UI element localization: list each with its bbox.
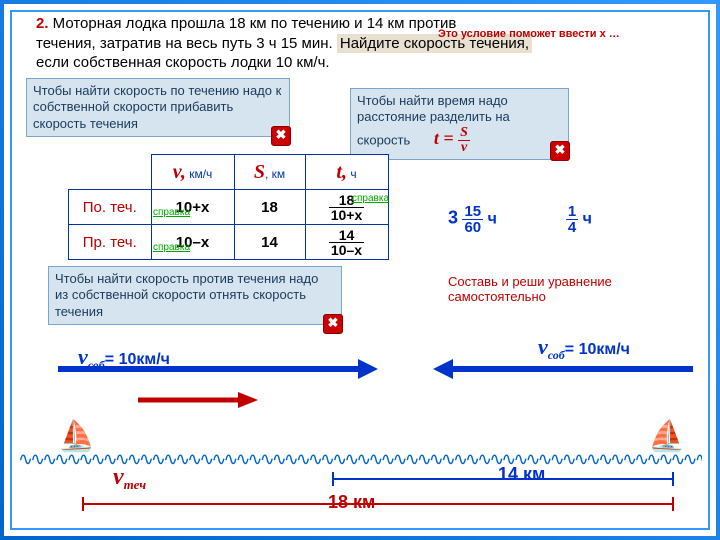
tc-f2d: 4 bbox=[566, 220, 578, 235]
problem-line1: Моторная лодка прошла 18 км по течению и… bbox=[49, 15, 457, 32]
close-icon[interactable]: ✖ bbox=[550, 141, 570, 161]
col-t-unit: ч bbox=[347, 167, 357, 181]
tc-f2n: 1 bbox=[566, 204, 578, 220]
v-tech-label: vтеч bbox=[113, 464, 146, 493]
hint-downstream-text: Чтобы найти скорость по течению надо к с… bbox=[33, 83, 281, 131]
tc-f1n: 15 bbox=[462, 204, 483, 220]
waves-icon: ∿∿∿∿∿∿∿∿∿∿∿∿∿∿∿∿∿∿∿∿∿∿∿∿∿∿∿∿∿∿∿∿∿∿∿∿∿∿∿∿… bbox=[18, 449, 702, 467]
spravka-link[interactable]: справка bbox=[153, 242, 190, 253]
col-v: v, bbox=[173, 161, 186, 183]
spravka-link[interactable]: справка bbox=[153, 207, 190, 218]
row1-label: По. теч. bbox=[69, 190, 152, 225]
arrow-right-icon bbox=[58, 354, 378, 384]
table-row: По. теч. 10+x 18 1810+x bbox=[69, 190, 389, 225]
problem-line3: если собственная скорость лодки 10 км/ч. bbox=[36, 54, 330, 71]
dim-18-line bbox=[78, 494, 678, 514]
tc-f1d: 60 bbox=[462, 220, 483, 235]
col-t: t, bbox=[336, 161, 347, 183]
hint-upstream: Чтобы найти скорость против течения надо… bbox=[48, 266, 342, 325]
problem-text: 2. Моторная лодка прошла 18 км по течени… bbox=[36, 14, 692, 73]
r1-s: 18 bbox=[234, 190, 305, 225]
dist-18: 18 км bbox=[328, 492, 375, 513]
close-icon[interactable]: ✖ bbox=[271, 126, 291, 146]
table-header-row: v, км/ч S, км t, ч bbox=[69, 155, 389, 190]
hint-downstream: Чтобы найти скорость по течению надо к с… bbox=[26, 78, 290, 137]
r2-s: 14 bbox=[234, 225, 305, 260]
dist-14: 14 км bbox=[498, 464, 545, 485]
r2-t-den: 10–x bbox=[329, 243, 364, 257]
arrow-current-icon bbox=[138, 389, 258, 411]
tc-unit2: ч bbox=[583, 211, 592, 228]
r2-t-num: 14 bbox=[329, 228, 364, 243]
r1-t-den: 10+x bbox=[329, 208, 365, 222]
data-table: v, км/ч S, км t, ч По. теч. 10+x 18 1810… bbox=[68, 154, 389, 260]
tc-unit1: ч bbox=[488, 211, 497, 228]
formula-S: S bbox=[458, 126, 470, 141]
hint-upstream-text: Чтобы найти скорость против течения надо… bbox=[55, 271, 318, 319]
formula-t: t = bbox=[434, 128, 458, 148]
table-row: Пр. теч. 10–x 14 1410–x bbox=[69, 225, 389, 260]
problem-line2a: течения, затратив на весь путь 3 ч 15 ми… bbox=[36, 35, 337, 52]
problem-number: 2. bbox=[36, 15, 49, 32]
col-v-unit: км/ч bbox=[186, 167, 212, 181]
close-icon[interactable]: ✖ bbox=[323, 314, 343, 334]
spravka-link[interactable]: справка bbox=[352, 193, 389, 204]
row2-label: Пр. теч. bbox=[69, 225, 152, 260]
time-whole: 3 bbox=[448, 208, 458, 228]
compose-instruction: Составь и реши уравнение самостоятельно bbox=[448, 274, 648, 304]
col-s: S bbox=[254, 161, 265, 183]
time-conversion: 3 1560 ч 14 ч bbox=[448, 204, 592, 235]
slide: 2. Моторная лодка прошла 18 км по течени… bbox=[0, 0, 720, 540]
formula-v: v bbox=[458, 141, 470, 155]
hint-time: Чтобы найти время надо расстояние раздел… bbox=[350, 88, 569, 160]
arrow-left-icon bbox=[433, 354, 693, 384]
col-s-unit: , км bbox=[265, 167, 285, 181]
top-hint-text: Это условие поможет ввести х … bbox=[438, 28, 620, 40]
